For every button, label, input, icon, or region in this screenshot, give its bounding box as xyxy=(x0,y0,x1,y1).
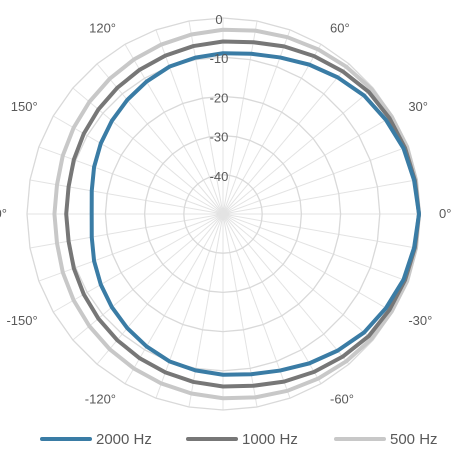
angle-tick-label: -150° xyxy=(6,313,37,328)
angle-tick-label: -120° xyxy=(85,391,116,406)
legend-label: 2000 Hz xyxy=(96,430,152,448)
grid-spoke xyxy=(38,213,224,282)
legend-label: 500 Hz xyxy=(390,430,438,448)
grid-ring xyxy=(104,95,342,333)
grid-spoke xyxy=(188,20,224,215)
grid-spoke xyxy=(124,44,224,215)
angle-tick-label: 60° xyxy=(330,21,350,36)
angle-tick-label: (-) 180° xyxy=(0,206,7,221)
grid-spoke xyxy=(155,29,224,215)
radial-tick-label: -20 xyxy=(210,90,229,105)
grid-spoke xyxy=(222,213,291,399)
chart-legend: 2000 Hz 1000 Hz 500 Hz xyxy=(0,428,456,450)
series-line-2000-hz xyxy=(89,51,421,377)
grid-spoke xyxy=(53,213,224,313)
grid-spoke xyxy=(222,87,374,215)
angle-tick-label: 120° xyxy=(89,21,116,36)
grid-spoke xyxy=(222,179,417,215)
angle-tick-label: -30° xyxy=(408,313,432,328)
radial-tick-labels: 0 -10 -20 -30 -40 xyxy=(210,12,229,184)
legend-swatch xyxy=(186,437,238,441)
grid-spoke xyxy=(222,115,393,215)
legend-item: 500 Hz xyxy=(334,428,438,450)
grid-spoke xyxy=(222,213,350,365)
grid-spoke xyxy=(222,44,322,215)
radial-tick-label: -30 xyxy=(210,130,229,145)
grid-spoke xyxy=(29,179,224,215)
legend-item: 1000 Hz xyxy=(186,428,298,450)
chart-series xyxy=(52,27,421,401)
radial-tick-label: -10 xyxy=(210,51,229,66)
grid-ring xyxy=(26,17,420,411)
radial-tick-label: -40 xyxy=(210,169,229,184)
grid-spoke xyxy=(222,213,322,384)
legend-swatch xyxy=(40,437,92,441)
grid-ring xyxy=(183,174,263,254)
series-line-1000-hz xyxy=(64,39,421,389)
legend-item: 2000 Hz xyxy=(40,428,152,450)
grid-spoke xyxy=(222,213,374,341)
grid-spoke xyxy=(222,63,350,215)
angle-tick-label: -90° xyxy=(211,426,235,428)
angle-tick-labels: 90° 60° 30° 0° -30° -60° -90° -120° -150° (-) 180… xyxy=(0,0,451,428)
angle-tick-label: 30° xyxy=(408,99,428,114)
angle-tick-label: 90° xyxy=(213,0,233,3)
grid-spoke xyxy=(155,213,224,399)
grid-spoke xyxy=(222,213,408,282)
polar-chart: 0 -10 -20 -30 -40 90° 60° 30° 0° -30° -60° -90° -12… xyxy=(0,0,451,428)
angle-tick-label: 0° xyxy=(439,206,451,221)
grid-spoke xyxy=(222,146,408,215)
grid-spoke xyxy=(38,146,224,215)
grid-spoke xyxy=(53,115,224,215)
grid-spoke xyxy=(29,213,224,249)
legend-label: 1000 Hz xyxy=(242,430,298,448)
angle-tick-label: -60° xyxy=(330,391,354,406)
grid-spoke xyxy=(188,213,224,408)
grid-spoke xyxy=(124,213,224,384)
angle-tick-label: 150° xyxy=(11,99,38,114)
grid-spoke xyxy=(222,213,393,313)
grid-spoke xyxy=(222,213,417,249)
legend-swatch xyxy=(334,437,386,441)
radial-tick-label: 0 xyxy=(215,12,222,27)
grid-spoke xyxy=(222,29,291,215)
series-line-500-hz xyxy=(52,27,421,401)
grid-ring xyxy=(143,134,303,294)
